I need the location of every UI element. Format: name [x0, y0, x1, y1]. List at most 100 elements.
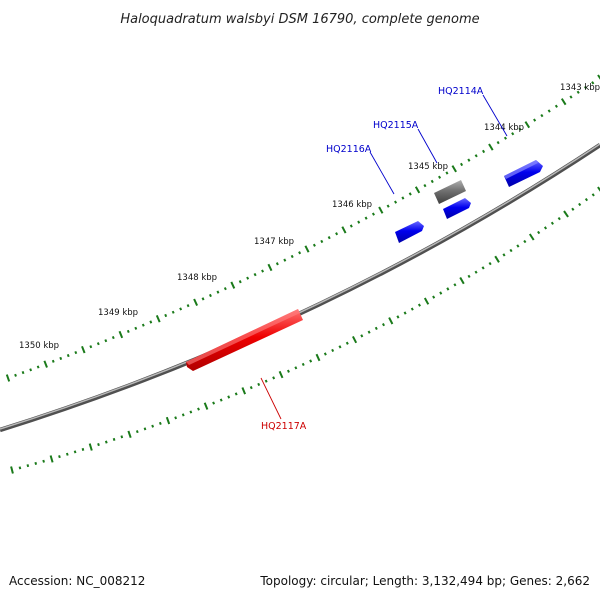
inner-minor-tick — [382, 323, 385, 327]
outer-major-tick — [378, 206, 384, 214]
outer-major-tick — [451, 165, 457, 173]
outer-minor-tick — [59, 356, 63, 361]
outer-minor-tick — [74, 351, 78, 355]
outer-minor-tick — [283, 258, 287, 262]
inner-minor-tick — [143, 427, 147, 431]
inner-major-tick — [459, 276, 465, 285]
gray-feature-block[interactable] — [434, 180, 466, 204]
gene-HQ2117A[interactable] — [186, 309, 303, 371]
outer-minor-tick — [164, 313, 168, 318]
outer-minor-tick — [111, 336, 115, 340]
outer-minor-tick — [482, 149, 486, 154]
gene-arrow-HQ2116A[interactable] — [395, 221, 424, 243]
outer-major-tick — [524, 121, 531, 129]
outer-minor-tick — [253, 272, 257, 277]
outer-minor-tick — [547, 109, 551, 113]
outer-minor-tick — [460, 162, 464, 167]
inner-minor-tick — [286, 369, 290, 373]
outer-minor-tick — [364, 216, 368, 220]
inner-minor-tick — [181, 413, 185, 417]
gene-label-HQ2115A[interactable]: HQ2115A — [373, 120, 419, 131]
outer-major-tick — [597, 74, 600, 80]
gene-label-HQ2114A[interactable]: HQ2114A — [438, 86, 484, 97]
outer-major-tick — [230, 281, 236, 289]
inner-major-tick — [597, 186, 600, 192]
inner-minor-tick — [410, 307, 414, 311]
inner-major-tick — [165, 416, 171, 425]
inner-major-tick — [10, 466, 14, 474]
gene-HQ2114A[interactable] — [504, 160, 543, 187]
kbp-label-1345: 1345 kbp — [408, 162, 448, 172]
outer-minor-tick — [66, 353, 70, 358]
gene-label-HQ2117A[interactable]: HQ2117A — [261, 421, 307, 432]
outer-minor-tick — [371, 212, 375, 216]
outer-major-tick — [43, 360, 48, 368]
outer-minor-tick — [36, 365, 40, 369]
inner-minor-tick — [367, 330, 371, 334]
kbp-label-1344: 1344 kbp — [484, 123, 524, 133]
genome-backbone-highlight — [0, 143, 600, 430]
inner-minor-tick — [112, 437, 116, 442]
inner-major-tick — [528, 233, 535, 241]
outer-minor-tick — [104, 339, 108, 343]
inner-major-tick — [563, 210, 569, 218]
outer-minor-tick — [583, 85, 588, 90]
inner-minor-tick — [120, 435, 124, 439]
outer-minor-tick — [186, 304, 190, 308]
inner-minor-tick — [345, 341, 349, 345]
inner-minor-tick — [439, 291, 443, 295]
leader-HQ2114A — [482, 94, 508, 137]
gene-HQ2115A[interactable] — [443, 198, 471, 219]
gene-HQ2116A[interactable] — [395, 221, 424, 243]
inner-minor-tick — [234, 392, 238, 396]
outer-minor-tick — [238, 280, 242, 284]
inner-minor-tick — [97, 442, 100, 447]
gene-arrow-HQ2115A[interactable] — [443, 198, 471, 219]
inner-minor-tick — [189, 410, 193, 414]
inner-minor-tick — [578, 202, 582, 207]
outer-minor-tick — [467, 158, 471, 162]
outer-minor-tick — [540, 113, 544, 118]
inner-tick-ring — [10, 186, 600, 474]
inner-minor-tick — [42, 459, 45, 463]
outer-minor-tick — [246, 276, 250, 280]
outer-minor-tick — [511, 132, 515, 136]
inner-minor-tick — [227, 395, 231, 399]
outer-minor-tick — [179, 307, 183, 311]
outer-minor-tick — [149, 320, 153, 324]
outer-major-tick — [81, 345, 86, 354]
leader-HQ2115A — [417, 128, 438, 164]
outer-minor-tick — [14, 373, 17, 377]
inner-minor-tick — [34, 461, 38, 465]
inner-minor-tick — [309, 359, 313, 363]
inner-minor-tick — [301, 362, 305, 367]
inner-minor-tick — [197, 407, 200, 411]
outer-major-tick — [560, 98, 567, 106]
inner-minor-tick — [396, 315, 400, 319]
outer-major-tick — [155, 315, 161, 323]
inner-minor-tick — [374, 326, 378, 331]
inner-minor-tick — [432, 295, 436, 299]
gene-label-HQ2116A[interactable]: HQ2116A — [326, 144, 372, 155]
outer-minor-tick — [89, 345, 93, 349]
leader-HQ2116A — [369, 151, 395, 195]
inner-minor-tick — [73, 450, 77, 454]
inner-major-tick — [423, 297, 430, 305]
feature-gray[interactable] — [434, 180, 466, 204]
outer-minor-tick — [335, 232, 339, 236]
inner-minor-tick — [523, 239, 527, 244]
outer-minor-tick — [408, 192, 412, 196]
outer-minor-tick — [386, 204, 390, 208]
outer-minor-tick — [96, 342, 100, 346]
inner-major-tick — [241, 387, 247, 395]
outer-major-tick — [193, 298, 199, 307]
inner-major-tick — [49, 455, 54, 463]
inner-minor-tick — [65, 452, 69, 456]
inner-minor-tick — [219, 398, 223, 402]
inner-minor-tick — [360, 334, 364, 338]
inner-minor-tick — [26, 464, 30, 468]
outer-major-tick — [118, 330, 124, 339]
gene-arrow-HQ2114A[interactable] — [504, 160, 543, 187]
outer-minor-tick — [430, 179, 434, 184]
